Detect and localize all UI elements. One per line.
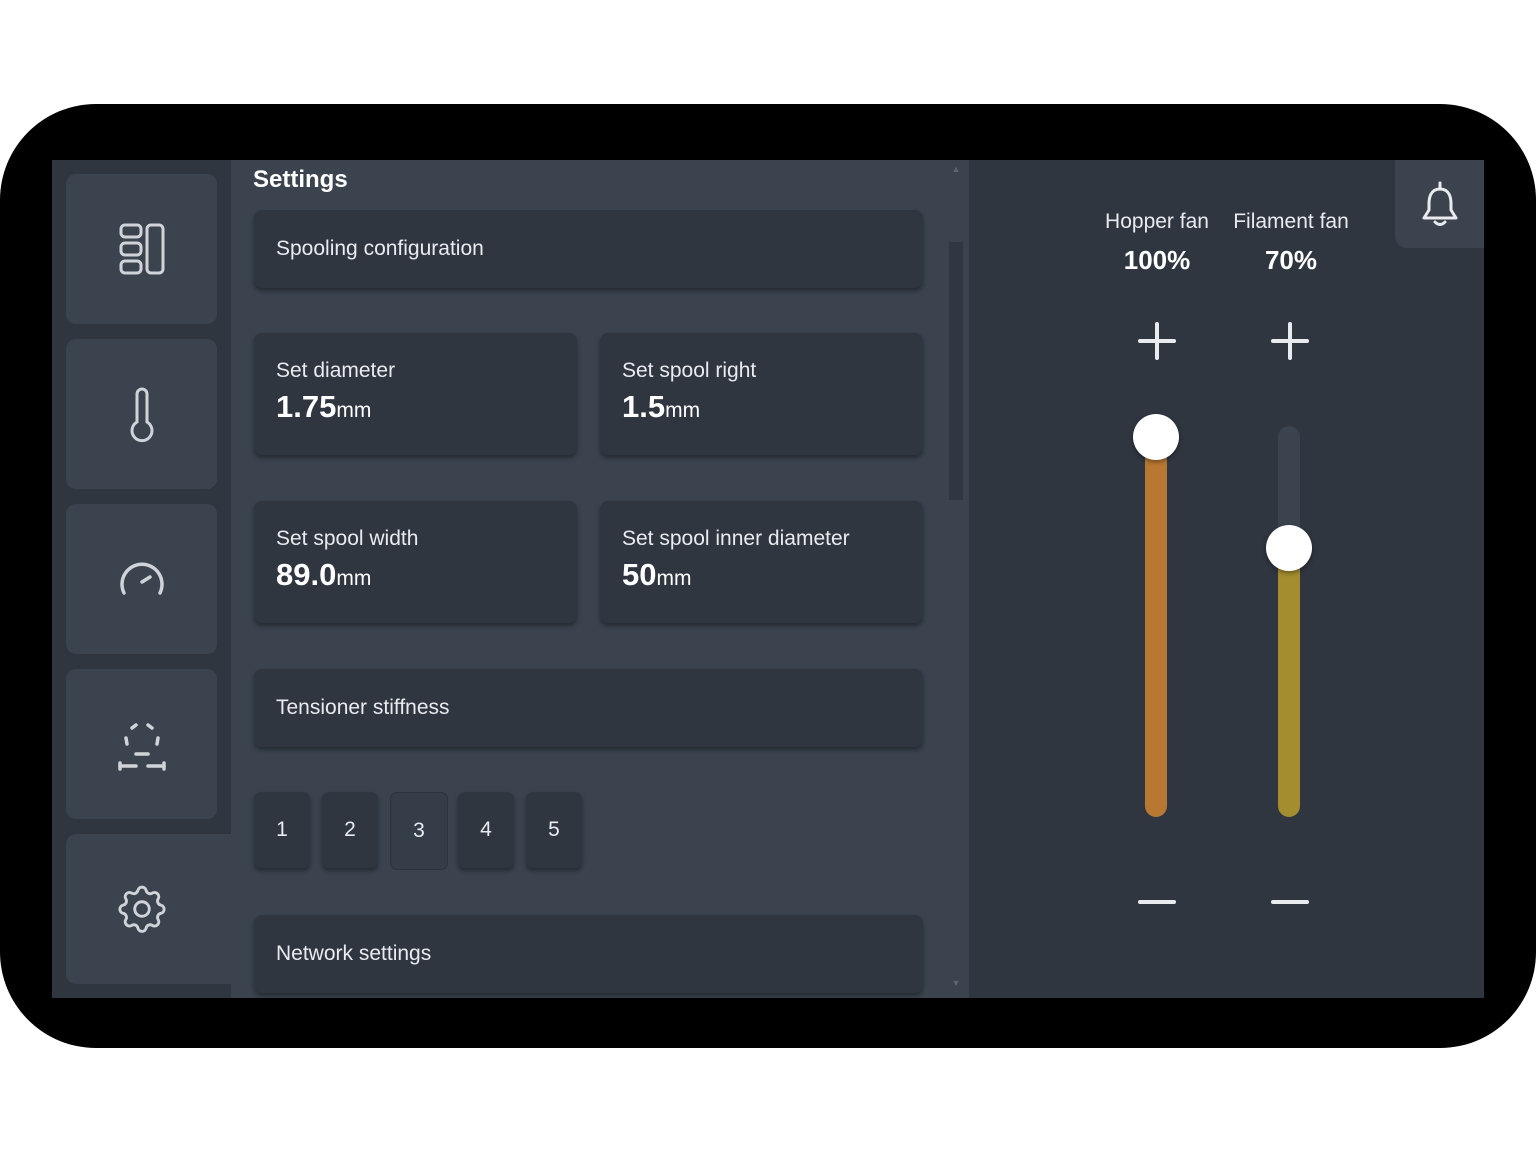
set-spool-width-card[interactable]: Set spool width 89.0mm xyxy=(254,501,577,623)
hopper-fan-increase-button[interactable] xyxy=(1132,316,1182,366)
nav-item-settings[interactable] xyxy=(66,834,231,984)
filament-fan-label: Filament fan xyxy=(1233,210,1349,233)
card-unit: mm xyxy=(336,399,372,422)
gear-icon xyxy=(117,885,166,933)
page-title: Settings xyxy=(253,166,348,193)
minus-icon xyxy=(1138,900,1176,904)
card-label: Set spool right xyxy=(622,359,757,382)
sidebar-nav xyxy=(52,160,231,998)
hopper-fan-slider[interactable] xyxy=(1133,414,1179,817)
stiffness-option-1[interactable]: 1 xyxy=(254,792,310,868)
stiffness-option-2[interactable]: 2 xyxy=(322,792,378,868)
card-unit: mm xyxy=(656,567,692,590)
scroll-up-arrow[interactable]: ▲ xyxy=(951,164,961,174)
scroll-down-arrow[interactable]: ▼ xyxy=(951,978,961,988)
speedometer-icon xyxy=(119,562,164,595)
bell-icon xyxy=(1422,181,1457,226)
network-settings-section[interactable]: Network settings xyxy=(254,915,923,993)
nav-item-speed[interactable] xyxy=(66,504,217,654)
card-label: Set spool inner diameter xyxy=(622,527,850,550)
stiffness-option-4[interactable]: 4 xyxy=(458,792,514,868)
app-screen: Settings Spooling configuration Set diam… xyxy=(52,160,1484,998)
nav-item-temperature[interactable] xyxy=(66,339,217,489)
filament-fan-slider-fill xyxy=(1278,547,1300,817)
card-label: Set spool width xyxy=(276,527,419,550)
hopper-fan-label: Hopper fan xyxy=(1105,210,1209,233)
spooling-configuration-section[interactable]: Spooling configuration xyxy=(254,210,923,288)
card-value: 1.5 xyxy=(622,389,666,424)
hopper-fan-slider-fill xyxy=(1145,437,1167,817)
hopper-fan-percent: 100% xyxy=(1123,245,1191,275)
card-value: 1.75 xyxy=(276,389,337,424)
stiffness-option-5[interactable]: 5 xyxy=(526,792,582,868)
notifications-button[interactable] xyxy=(1395,160,1484,248)
filament-fan-increase-button[interactable] xyxy=(1265,316,1315,366)
filament-fan-slider[interactable] xyxy=(1266,426,1312,817)
thermometer-icon xyxy=(130,387,153,443)
scrollbar[interactable]: ▲ ▼ xyxy=(948,160,969,998)
set-spool-inner-diameter-card[interactable]: Set spool inner diameter 50mm xyxy=(600,501,923,623)
settings-panel: Settings Spooling configuration Set diam… xyxy=(231,160,969,998)
filament-fan-decrease-button[interactable] xyxy=(1265,877,1315,927)
plus-icon xyxy=(1138,322,1176,360)
set-diameter-card[interactable]: Set diameter 1.75mm xyxy=(254,333,577,455)
filament-fan-slider-thumb[interactable] xyxy=(1266,524,1312,571)
filament-fan-percent: 70% xyxy=(1264,245,1318,275)
nav-item-dashboard[interactable] xyxy=(66,174,217,324)
scrollbar-thumb[interactable] xyxy=(949,242,963,500)
card-label: Set diameter xyxy=(276,359,396,382)
set-spool-right-card[interactable]: Set spool right 1.5mm xyxy=(600,333,923,455)
hopper-fan-slider-thumb[interactable] xyxy=(1133,414,1179,460)
minus-icon xyxy=(1271,900,1309,904)
card-value: 89.0 xyxy=(276,557,337,592)
fan-control-panel: Hopper fan 100% Filament fan 70% xyxy=(969,160,1484,998)
card-value: 50 xyxy=(622,557,657,592)
plus-icon xyxy=(1271,322,1309,360)
card-unit: mm xyxy=(336,567,372,590)
hopper-fan-decrease-button[interactable] xyxy=(1132,877,1182,927)
nav-item-spool[interactable] xyxy=(66,669,217,819)
stiffness-option-3[interactable]: 3 xyxy=(390,792,448,870)
spool-frame-icon xyxy=(117,723,166,771)
tensioner-stiffness-section[interactable]: Tensioner stiffness xyxy=(254,669,923,747)
dashboard-icon xyxy=(119,223,164,275)
card-unit: mm xyxy=(665,399,701,422)
